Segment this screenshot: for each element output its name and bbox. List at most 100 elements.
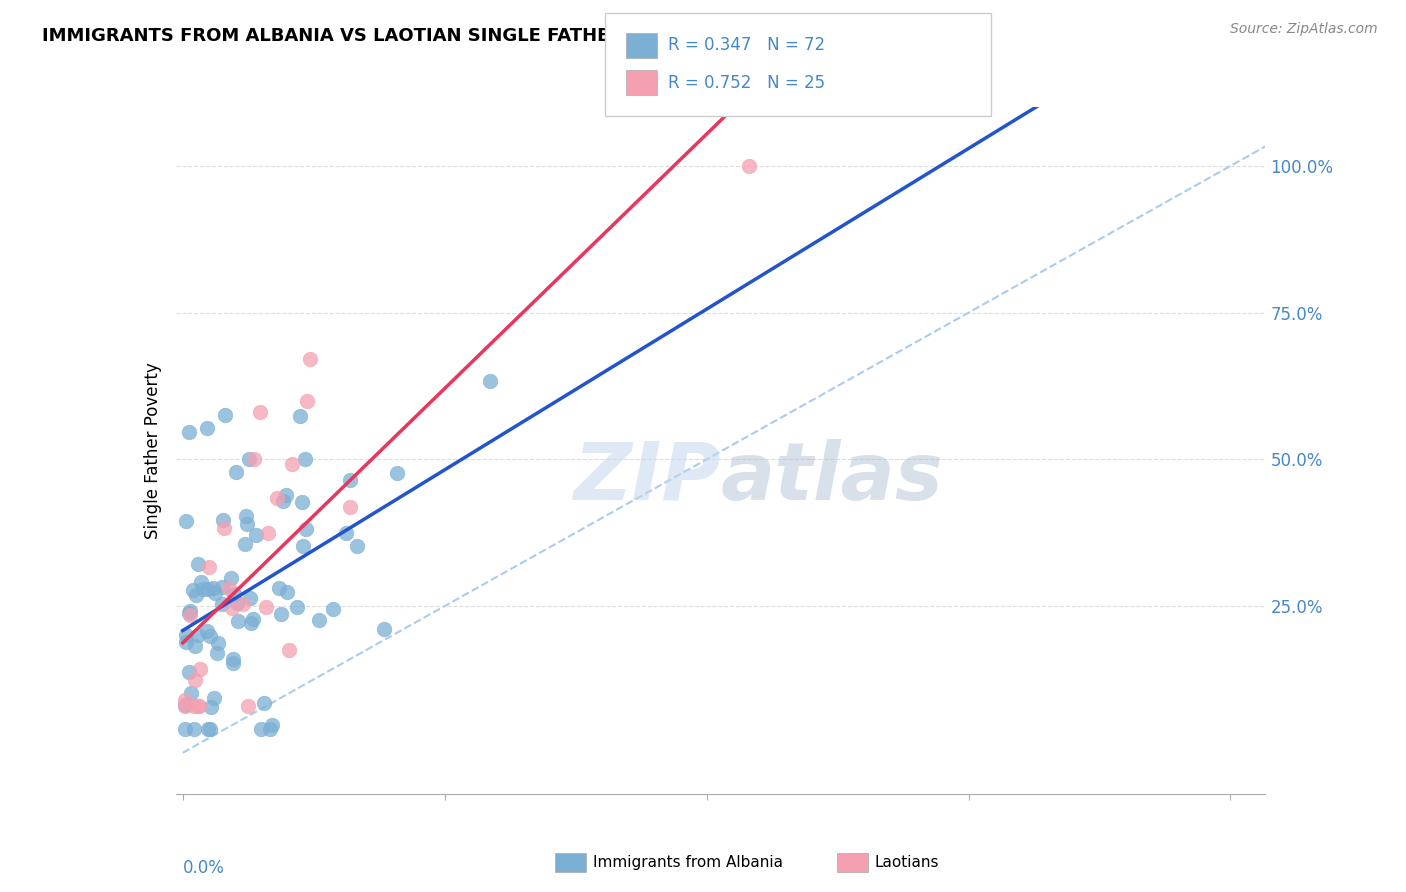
Text: 0.0%: 0.0% <box>183 859 225 877</box>
Point <box>238 698 260 713</box>
Point <box>200 699 222 714</box>
Point <box>174 635 197 649</box>
Point <box>198 723 221 737</box>
Point <box>266 491 288 505</box>
Point <box>242 612 264 626</box>
Point <box>339 474 361 488</box>
Point <box>205 646 228 660</box>
Point <box>285 600 308 615</box>
Point <box>202 690 225 705</box>
Point <box>173 698 195 713</box>
Point <box>187 557 209 571</box>
Point <box>240 615 263 630</box>
Point <box>249 405 271 419</box>
Point <box>299 352 322 367</box>
Point <box>270 607 292 621</box>
Point <box>179 607 201 621</box>
Point <box>295 394 318 409</box>
Point <box>211 581 233 595</box>
Point <box>478 374 501 388</box>
Point <box>239 591 262 605</box>
Point <box>183 698 205 713</box>
Point <box>179 425 201 440</box>
Text: Source: ZipAtlas.com: Source: ZipAtlas.com <box>1230 22 1378 37</box>
Point <box>373 622 395 636</box>
Point <box>339 500 361 514</box>
Point <box>173 693 195 707</box>
Point <box>295 522 318 536</box>
Point <box>288 409 311 423</box>
Point <box>254 600 277 615</box>
Text: Laotians: Laotians <box>875 855 939 870</box>
Point <box>274 488 297 502</box>
Point <box>291 495 314 509</box>
Point <box>322 602 344 616</box>
Point <box>212 520 235 534</box>
Point <box>179 607 201 622</box>
Point <box>184 673 207 687</box>
Point <box>180 686 202 700</box>
Point <box>187 698 209 713</box>
Point <box>195 421 218 435</box>
Point <box>219 571 242 585</box>
Point <box>276 585 298 599</box>
Point <box>291 539 314 553</box>
Point <box>207 635 229 649</box>
Point <box>269 581 291 595</box>
Point <box>190 661 212 675</box>
Point <box>259 723 281 737</box>
Point <box>200 629 222 643</box>
Y-axis label: Single Father Poverty: Single Father Poverty <box>143 362 162 539</box>
Point <box>222 652 245 666</box>
Text: R = 0.752   N = 25: R = 0.752 N = 25 <box>668 74 825 92</box>
Point <box>233 537 256 551</box>
Text: IMMIGRANTS FROM ALBANIA VS LAOTIAN SINGLE FATHER POVERTY CORRELATION CHART: IMMIGRANTS FROM ALBANIA VS LAOTIAN SINGL… <box>42 27 943 45</box>
Point <box>184 640 207 654</box>
Point <box>245 528 267 542</box>
Point <box>218 581 240 595</box>
Point <box>201 582 224 596</box>
Point <box>235 508 257 523</box>
Text: Immigrants from Albania: Immigrants from Albania <box>593 855 783 870</box>
Point <box>250 723 273 737</box>
Point <box>242 452 264 467</box>
Point <box>211 597 233 611</box>
Point <box>271 493 294 508</box>
Point <box>224 587 246 601</box>
Point <box>173 723 195 737</box>
Point <box>191 582 214 596</box>
Point <box>226 615 249 629</box>
Point <box>183 583 205 598</box>
Point <box>236 516 259 531</box>
Point <box>226 596 249 610</box>
Point <box>212 513 235 527</box>
Point <box>197 582 219 596</box>
Point <box>174 514 197 528</box>
Point <box>277 642 299 657</box>
Point <box>252 696 274 710</box>
Point <box>238 451 260 466</box>
Point <box>188 698 211 713</box>
Point <box>197 723 219 737</box>
Point <box>737 159 759 173</box>
Text: atlas: atlas <box>721 439 943 517</box>
Point <box>257 526 280 541</box>
Point <box>173 698 195 713</box>
Point <box>177 665 200 680</box>
Point <box>232 597 254 611</box>
Point <box>184 588 207 602</box>
Point <box>225 465 247 479</box>
Point <box>221 601 243 615</box>
Point <box>294 452 316 467</box>
Point <box>308 613 330 627</box>
Point <box>174 628 197 642</box>
Text: ZIP: ZIP <box>574 439 721 517</box>
Point <box>198 560 221 574</box>
Point <box>346 539 368 553</box>
Point <box>190 574 212 589</box>
Point <box>385 467 408 481</box>
Point <box>187 628 209 642</box>
Point <box>262 718 284 732</box>
Text: R = 0.347   N = 72: R = 0.347 N = 72 <box>668 37 825 54</box>
Point <box>214 408 236 422</box>
